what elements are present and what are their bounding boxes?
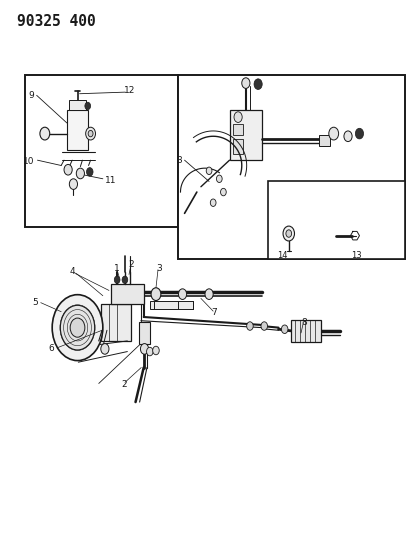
Text: 3: 3 (175, 156, 181, 165)
Circle shape (60, 305, 94, 350)
Text: 6: 6 (48, 344, 54, 353)
Text: 8: 8 (300, 318, 306, 327)
Circle shape (220, 188, 226, 196)
Text: 12: 12 (124, 86, 135, 95)
Bar (229, 110, 262, 160)
Bar (149, 301, 192, 309)
Circle shape (85, 102, 90, 110)
Text: 13: 13 (350, 252, 361, 260)
Circle shape (114, 276, 120, 284)
Text: 11: 11 (105, 176, 117, 185)
Circle shape (328, 127, 338, 140)
Bar (101, 304, 131, 341)
Circle shape (40, 127, 49, 140)
Text: 5: 5 (32, 298, 38, 307)
Bar (232, 139, 243, 154)
Circle shape (52, 295, 103, 361)
Circle shape (204, 289, 213, 300)
Circle shape (69, 179, 77, 189)
Bar (139, 322, 150, 344)
Circle shape (76, 168, 84, 179)
Bar (67, 110, 88, 150)
Circle shape (343, 131, 351, 142)
Bar (290, 320, 321, 342)
Circle shape (234, 112, 242, 123)
Bar (111, 284, 144, 304)
Bar (178, 75, 404, 259)
Bar (25, 75, 178, 227)
Circle shape (178, 289, 186, 300)
Circle shape (101, 344, 109, 354)
Circle shape (122, 276, 128, 284)
Text: 3: 3 (156, 264, 162, 272)
Text: 9: 9 (28, 91, 34, 100)
Text: 90325 400: 90325 400 (17, 14, 96, 29)
Text: 7: 7 (211, 308, 217, 317)
Text: 14: 14 (277, 252, 287, 260)
Bar (69, 100, 85, 110)
Circle shape (285, 230, 291, 237)
Circle shape (85, 127, 95, 140)
Bar (232, 124, 243, 135)
Text: 2: 2 (121, 380, 126, 389)
Circle shape (254, 79, 262, 90)
Bar (319, 135, 329, 147)
Circle shape (355, 128, 363, 139)
Circle shape (64, 165, 72, 175)
Text: 4: 4 (69, 268, 75, 276)
Circle shape (210, 199, 216, 206)
Circle shape (140, 344, 148, 354)
Circle shape (146, 348, 153, 356)
Text: 10: 10 (23, 157, 34, 166)
Bar (267, 181, 404, 259)
Text: 1: 1 (113, 264, 119, 272)
Circle shape (216, 175, 222, 182)
Circle shape (151, 288, 160, 301)
Circle shape (152, 346, 159, 355)
Circle shape (206, 167, 211, 174)
Circle shape (86, 167, 93, 176)
Circle shape (88, 131, 93, 137)
Circle shape (261, 322, 267, 330)
Text: 2: 2 (128, 260, 134, 269)
Circle shape (241, 78, 249, 88)
Circle shape (281, 325, 287, 334)
Circle shape (70, 318, 85, 337)
Circle shape (246, 322, 253, 330)
Circle shape (282, 226, 294, 241)
